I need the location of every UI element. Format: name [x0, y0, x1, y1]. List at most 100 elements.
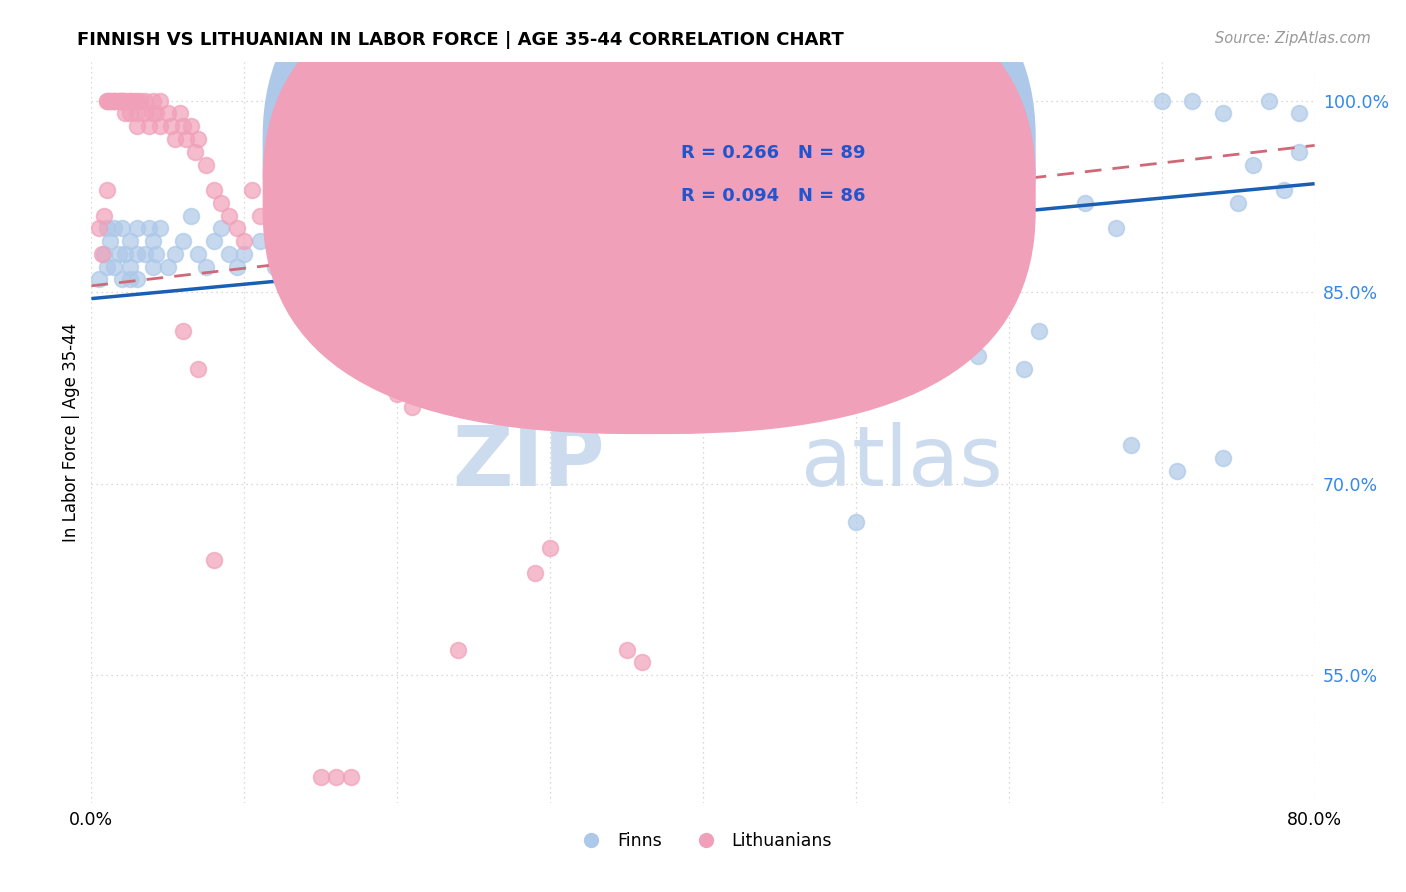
Point	[141, 106, 163, 120]
Point	[616, 642, 638, 657]
Point	[98, 94, 121, 108]
Point	[1288, 145, 1310, 159]
Point	[1288, 106, 1310, 120]
Point	[160, 120, 183, 134]
Point	[127, 94, 149, 108]
Point	[509, 183, 531, 197]
Text: R = 0.266   N = 89: R = 0.266 N = 89	[681, 144, 866, 161]
Point	[165, 132, 187, 146]
Point	[340, 195, 363, 210]
Point	[187, 247, 209, 261]
Point	[114, 106, 136, 120]
Point	[1150, 94, 1173, 108]
Point	[103, 221, 125, 235]
Point	[325, 183, 347, 197]
Point	[118, 94, 141, 108]
Point	[93, 209, 115, 223]
Point	[569, 195, 592, 210]
Point	[141, 94, 163, 108]
Text: ZIP: ZIP	[453, 422, 605, 503]
Point	[340, 260, 363, 274]
Point	[432, 221, 454, 235]
Point	[723, 247, 745, 261]
Point	[264, 260, 287, 274]
Point	[264, 234, 287, 248]
Point	[356, 221, 378, 235]
Point	[114, 247, 136, 261]
Point	[569, 221, 592, 235]
Point	[180, 120, 202, 134]
Point	[172, 120, 194, 134]
Point	[463, 247, 485, 261]
Point	[187, 361, 209, 376]
Point	[169, 106, 191, 120]
Point	[401, 400, 423, 414]
Point	[111, 221, 134, 235]
Point	[145, 247, 167, 261]
Point	[218, 247, 240, 261]
Point	[111, 94, 134, 108]
Point	[631, 209, 654, 223]
Point	[325, 247, 347, 261]
Point	[195, 157, 218, 171]
Point	[1166, 464, 1188, 478]
Point	[96, 94, 118, 108]
Point	[585, 285, 607, 300]
Point	[202, 553, 225, 567]
Point	[661, 260, 683, 274]
Point	[108, 94, 131, 108]
Point	[127, 272, 149, 286]
Point	[225, 260, 247, 274]
Point	[240, 183, 263, 197]
Point	[1227, 195, 1250, 210]
Text: FINNISH VS LITHUANIAN IN LABOR FORCE | AGE 35-44 CORRELATION CHART: FINNISH VS LITHUANIAN IN LABOR FORCE | A…	[77, 31, 844, 49]
Point	[233, 247, 256, 261]
Point	[149, 94, 172, 108]
Point	[278, 247, 301, 261]
Point	[149, 120, 172, 134]
Point	[127, 221, 149, 235]
Point	[554, 260, 576, 274]
Point	[103, 94, 125, 108]
Point	[631, 209, 654, 223]
Point	[209, 221, 232, 235]
FancyBboxPatch shape	[263, 0, 1036, 434]
Point	[111, 272, 134, 286]
Point	[103, 94, 125, 108]
Point	[523, 234, 546, 248]
Point	[233, 234, 256, 248]
Point	[202, 234, 225, 248]
Point	[98, 234, 121, 248]
Point	[538, 247, 561, 261]
Point	[118, 272, 141, 286]
Point	[783, 234, 806, 248]
Point	[195, 260, 218, 274]
Point	[432, 260, 454, 274]
Point	[447, 642, 470, 657]
Point	[478, 209, 501, 223]
Point	[1105, 221, 1128, 235]
Point	[1012, 361, 1035, 376]
Point	[1257, 94, 1279, 108]
Point	[141, 234, 163, 248]
Point	[118, 94, 141, 108]
Text: Source: ZipAtlas.com: Source: ZipAtlas.com	[1215, 31, 1371, 46]
Point	[509, 209, 531, 223]
Point	[122, 94, 145, 108]
Point	[172, 324, 194, 338]
Point	[494, 221, 516, 235]
Point	[600, 247, 623, 261]
Point	[93, 247, 115, 261]
Point	[845, 515, 868, 529]
Point	[494, 234, 516, 248]
Point	[385, 234, 409, 248]
Point	[87, 272, 110, 286]
Point	[325, 770, 347, 784]
Point	[538, 541, 561, 555]
Point	[149, 221, 172, 235]
Point	[616, 234, 638, 248]
Y-axis label: In Labor Force | Age 35-44: In Labor Force | Age 35-44	[62, 323, 80, 542]
Point	[645, 247, 668, 261]
Point	[294, 209, 316, 223]
Point	[278, 247, 301, 261]
